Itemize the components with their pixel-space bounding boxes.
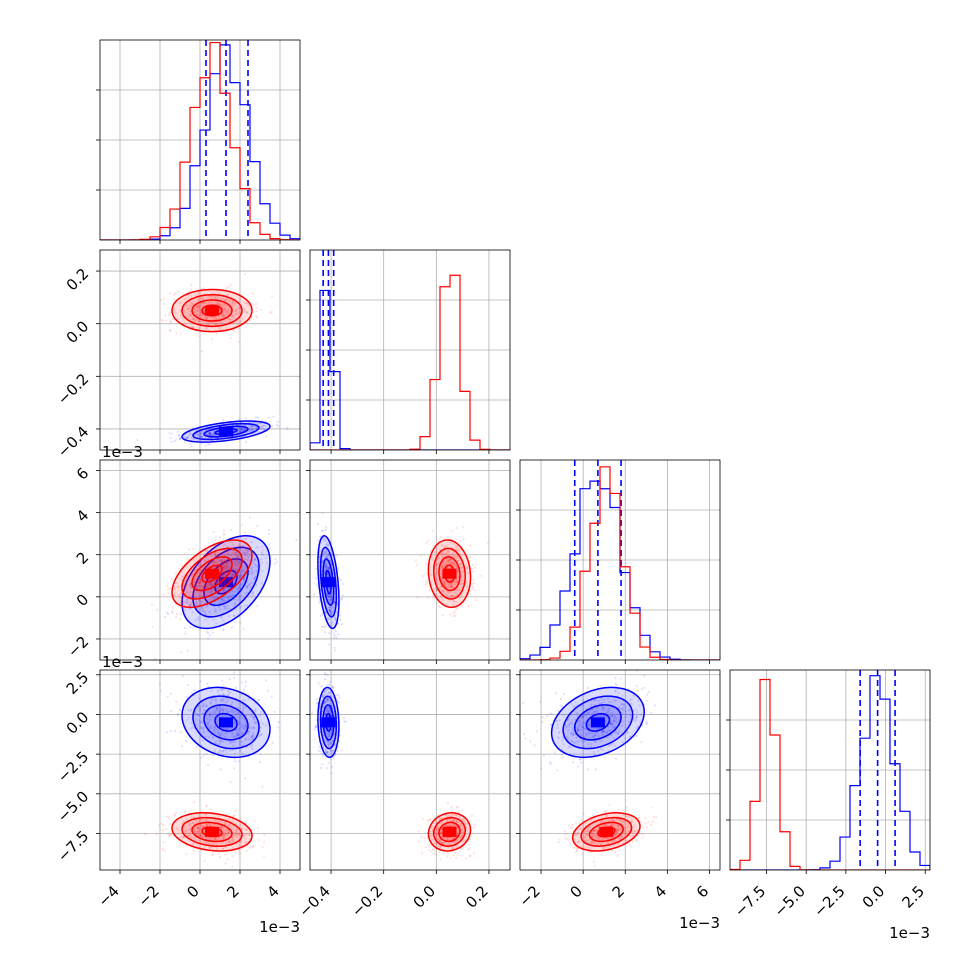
x-tick-label: −2 [516, 882, 544, 910]
x-tick-label: 0.0 [859, 882, 889, 912]
panel-frame [310, 670, 510, 870]
x-tick-label: 4 [651, 882, 670, 901]
y-tick-label: −0.4 [54, 423, 92, 461]
panel-3-2: −2 0 2 4 6 [516, 662, 720, 910]
density-peak [205, 827, 219, 837]
x-offset-label: 1e−3 [889, 924, 930, 942]
panel-grid [310, 670, 510, 870]
y-tick-label: −0.2 [54, 370, 92, 408]
y-tick-label: 2.5 [63, 668, 93, 698]
x-tick-label: 0 [183, 882, 202, 901]
panel-content [308, 672, 476, 860]
density-peak [219, 717, 233, 727]
density-peak [205, 306, 219, 316]
x-tick-label: −4 [94, 882, 122, 910]
panel-3-3: −7.5−5.0−2.5 0.0 2.5 [726, 670, 930, 921]
density-peak [591, 717, 605, 727]
y-tick-label: 4 [73, 506, 92, 525]
x-offset-label: 1e−3 [679, 914, 720, 932]
x-tick-label: −7.5 [731, 882, 769, 920]
density-peak [599, 827, 613, 837]
density-peak [219, 427, 233, 437]
panel-3-0: −4 −2 0 2 4 −7.5−5.0−2.5 0.0 2.5 [54, 668, 300, 910]
panel-0-0 [96, 40, 300, 244]
panel-2-2 [516, 460, 720, 664]
y-tick-label: 2 [73, 548, 92, 567]
panel-2-1 [306, 460, 510, 664]
panel-3-1: −0.4 −0.2 0.0 0.2 [295, 670, 510, 921]
panel-content [313, 512, 488, 651]
panel-1-0: −0.4 −0.2 0.0 0.2 [54, 250, 300, 461]
x-tick-label: 4 [263, 882, 282, 901]
density-peak [442, 827, 456, 837]
x-tick-label: 2.5 [898, 882, 928, 912]
x-tick-label: −0.2 [348, 882, 386, 920]
panel-content [144, 672, 280, 868]
y-tick-label: 0.0 [63, 317, 93, 347]
y-offset-label: 1e−3 [102, 653, 143, 671]
panel-frame [310, 460, 510, 660]
y-tick-label: 0.2 [63, 265, 93, 295]
density-peak [321, 717, 335, 727]
y-tick-label: 0 [73, 590, 92, 609]
x-tick-label: 6 [693, 882, 712, 901]
panel-content [522, 662, 657, 867]
density-peak [205, 569, 219, 579]
density-peak [442, 569, 456, 579]
histogram-series-0 [310, 290, 510, 450]
x-tick-label: 2 [609, 882, 628, 901]
x-tick-label: −2.5 [810, 882, 848, 920]
y-tick-label: 6 [73, 464, 92, 483]
y-tick-label: −5.0 [54, 787, 92, 825]
panel-1-1 [306, 250, 510, 454]
y-tick-label: −2 [64, 633, 92, 661]
x-tick-label: 0 [567, 882, 586, 901]
panel-2-0: −2 0 2 4 6 [64, 460, 300, 664]
y-tick-label: −2.5 [54, 748, 92, 786]
y-tick-label: 0.0 [63, 708, 93, 738]
panel-content [136, 273, 289, 456]
x-tick-label: 0.0 [410, 882, 440, 912]
density-peak [321, 577, 335, 587]
panel-grid [310, 460, 510, 660]
x-offset-label: 1e−3 [259, 918, 300, 936]
y-tick-label: −7.5 [54, 827, 92, 865]
x-tick-label: −5.0 [771, 882, 809, 920]
x-tick-label: 2 [223, 882, 242, 901]
x-tick-label: −0.4 [295, 882, 333, 920]
x-tick-label: 0.2 [462, 882, 492, 912]
panel-grid [100, 250, 300, 450]
y-offset-label: 1e−3 [102, 443, 143, 461]
x-tick-label: −2 [134, 882, 162, 910]
